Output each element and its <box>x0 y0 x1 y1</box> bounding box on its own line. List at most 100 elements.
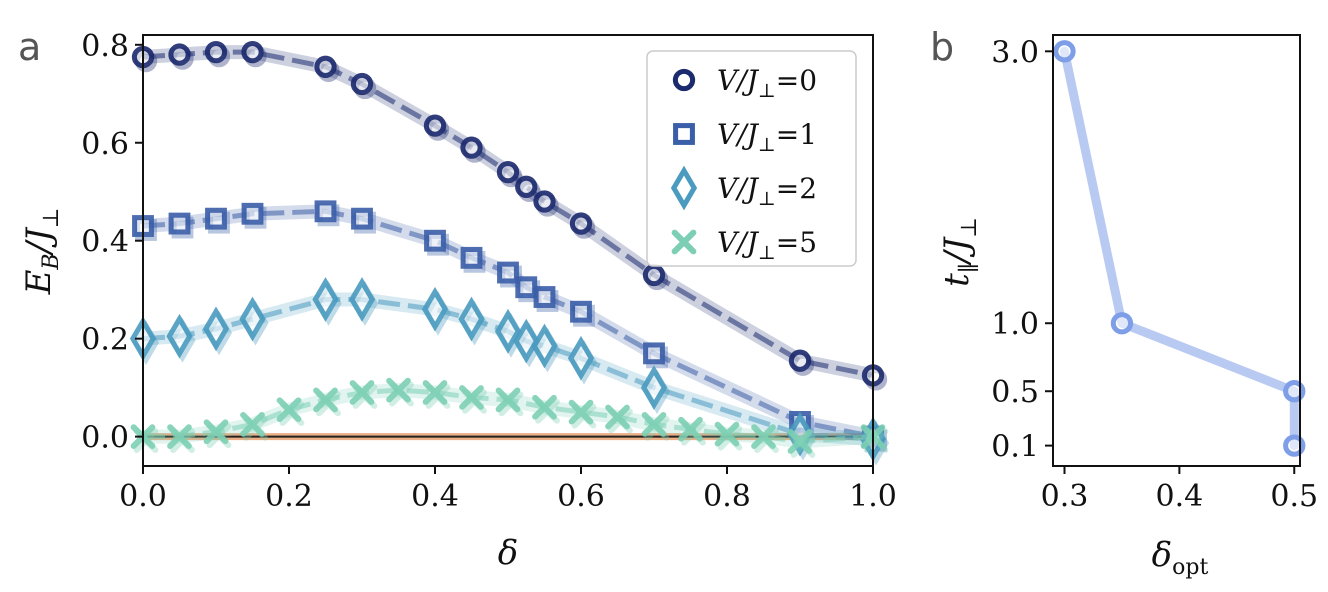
data-point <box>423 114 447 137</box>
panel-b-axes-frame <box>1052 34 1301 467</box>
legend-marker <box>672 68 696 92</box>
panel-a-ylabel: EB/J⊥ <box>19 208 64 296</box>
data-point <box>751 424 776 449</box>
panel-a-x-ticks: 0.0 0.2 0.4 0.6 0.8 1.0 <box>119 466 897 514</box>
panel-b-ylabel: t∥/J⊥ <box>937 217 982 287</box>
b-y-tick-label: 0.5 <box>991 375 1039 410</box>
b-series-line <box>1060 46 1299 451</box>
data-point <box>386 377 411 403</box>
y-tick-label: 0.2 <box>81 323 129 358</box>
series-line <box>142 208 874 440</box>
data-point <box>460 246 483 269</box>
b-data-point <box>1283 434 1306 457</box>
series-0 <box>131 40 888 391</box>
data-point <box>569 212 593 235</box>
panel-a-label: a <box>18 25 41 69</box>
data-point <box>568 399 594 425</box>
data-point <box>205 207 227 230</box>
data-point <box>567 335 595 381</box>
data-point <box>459 385 484 410</box>
data-point <box>168 43 191 66</box>
panel-b-label: b <box>930 25 954 69</box>
legend-box <box>646 50 857 267</box>
data-point <box>513 318 540 364</box>
panel-a-xlabel: δ <box>498 533 518 573</box>
legend-label: V/J⊥=2 <box>717 172 817 210</box>
data-point <box>314 200 337 223</box>
data-point <box>348 277 376 322</box>
legend-item: V/J⊥=5 <box>671 226 817 264</box>
data-point <box>643 342 665 365</box>
data-point <box>351 207 373 230</box>
b-x-tick-label: 0.5 <box>1270 479 1318 514</box>
x-tick-label: 0.0 <box>119 479 167 514</box>
ylabel-a-main: E <box>19 269 59 295</box>
legend-marker <box>670 165 698 211</box>
b-x-tick-label: 0.4 <box>1156 479 1204 514</box>
ylabel-a-sub: B <box>39 253 64 270</box>
xlabel-b-sub: opt <box>1172 555 1208 580</box>
panel-b-y-ticks: 0.1 0.5 1.0 3.0 <box>991 35 1053 465</box>
data-point <box>787 429 813 454</box>
b-x-tick-label: 0.3 <box>1041 479 1089 514</box>
data-point <box>276 397 302 423</box>
ylabel-a-perp: ⊥ <box>39 208 64 229</box>
data-point <box>203 419 229 445</box>
legend-item: V/J⊥=1 <box>673 118 817 156</box>
data-point <box>533 190 556 213</box>
data-point <box>570 300 592 323</box>
panel-b-x-ticks: 0.3 0.4 0.5 <box>1041 466 1318 514</box>
data-point <box>788 349 812 372</box>
data-point <box>497 261 519 284</box>
data-point <box>422 380 448 405</box>
data-point <box>349 380 375 405</box>
data-point <box>714 421 740 447</box>
series-line <box>142 297 874 442</box>
data-point <box>641 412 667 437</box>
data-point <box>239 296 266 342</box>
data-point <box>531 323 558 369</box>
legend: V/J⊥=0 V/J⊥=1 V/J⊥=2 V/J⊥=5 <box>646 50 857 267</box>
data-point <box>167 424 192 449</box>
b-y-tick-label: 1.0 <box>991 307 1039 342</box>
data-point <box>241 202 264 225</box>
data-point <box>458 296 485 342</box>
ylabel-b-tail: /J <box>937 236 977 266</box>
legend-marker <box>673 123 695 145</box>
ylabel-a-tail: /J <box>19 226 59 256</box>
data-point <box>515 276 538 299</box>
data-point <box>515 175 538 198</box>
panel-a: 0.0 0.2 0.4 0.6 0.8 1.0 0.0 0.2 0.4 0.6 0.8 δ EB/… <box>19 29 897 573</box>
data-point <box>240 412 265 437</box>
data-point <box>313 387 338 413</box>
x-tick-label: 0.2 <box>265 479 313 514</box>
b-series-0 <box>1053 40 1306 457</box>
x-tick-label: 1.0 <box>849 479 897 514</box>
data-point <box>424 229 446 252</box>
data-point <box>495 387 521 413</box>
data-point <box>166 313 193 359</box>
data-point <box>421 286 449 332</box>
data-point <box>605 404 630 430</box>
b-data-point <box>1283 380 1306 403</box>
data-point <box>168 212 191 235</box>
y-tick-label: 0.8 <box>81 29 129 64</box>
legend-marker <box>671 229 697 255</box>
y-tick-label: 0.4 <box>81 225 129 260</box>
data-point <box>350 72 374 96</box>
data-point <box>312 277 339 322</box>
panel-a-series <box>129 40 890 466</box>
data-point <box>533 286 556 308</box>
data-point <box>241 40 264 64</box>
data-point <box>640 365 668 411</box>
series-3 <box>130 377 889 458</box>
legend-label: V/J⊥=1 <box>717 118 817 156</box>
data-point <box>496 160 520 184</box>
series-line <box>143 387 874 444</box>
panel-b-xlabel: δopt <box>1152 535 1209 580</box>
legend-item: V/J⊥=2 <box>670 165 817 211</box>
y-tick-label: 0.0 <box>81 421 129 456</box>
data-point <box>314 55 337 78</box>
y-tick-label: 0.6 <box>81 127 129 162</box>
